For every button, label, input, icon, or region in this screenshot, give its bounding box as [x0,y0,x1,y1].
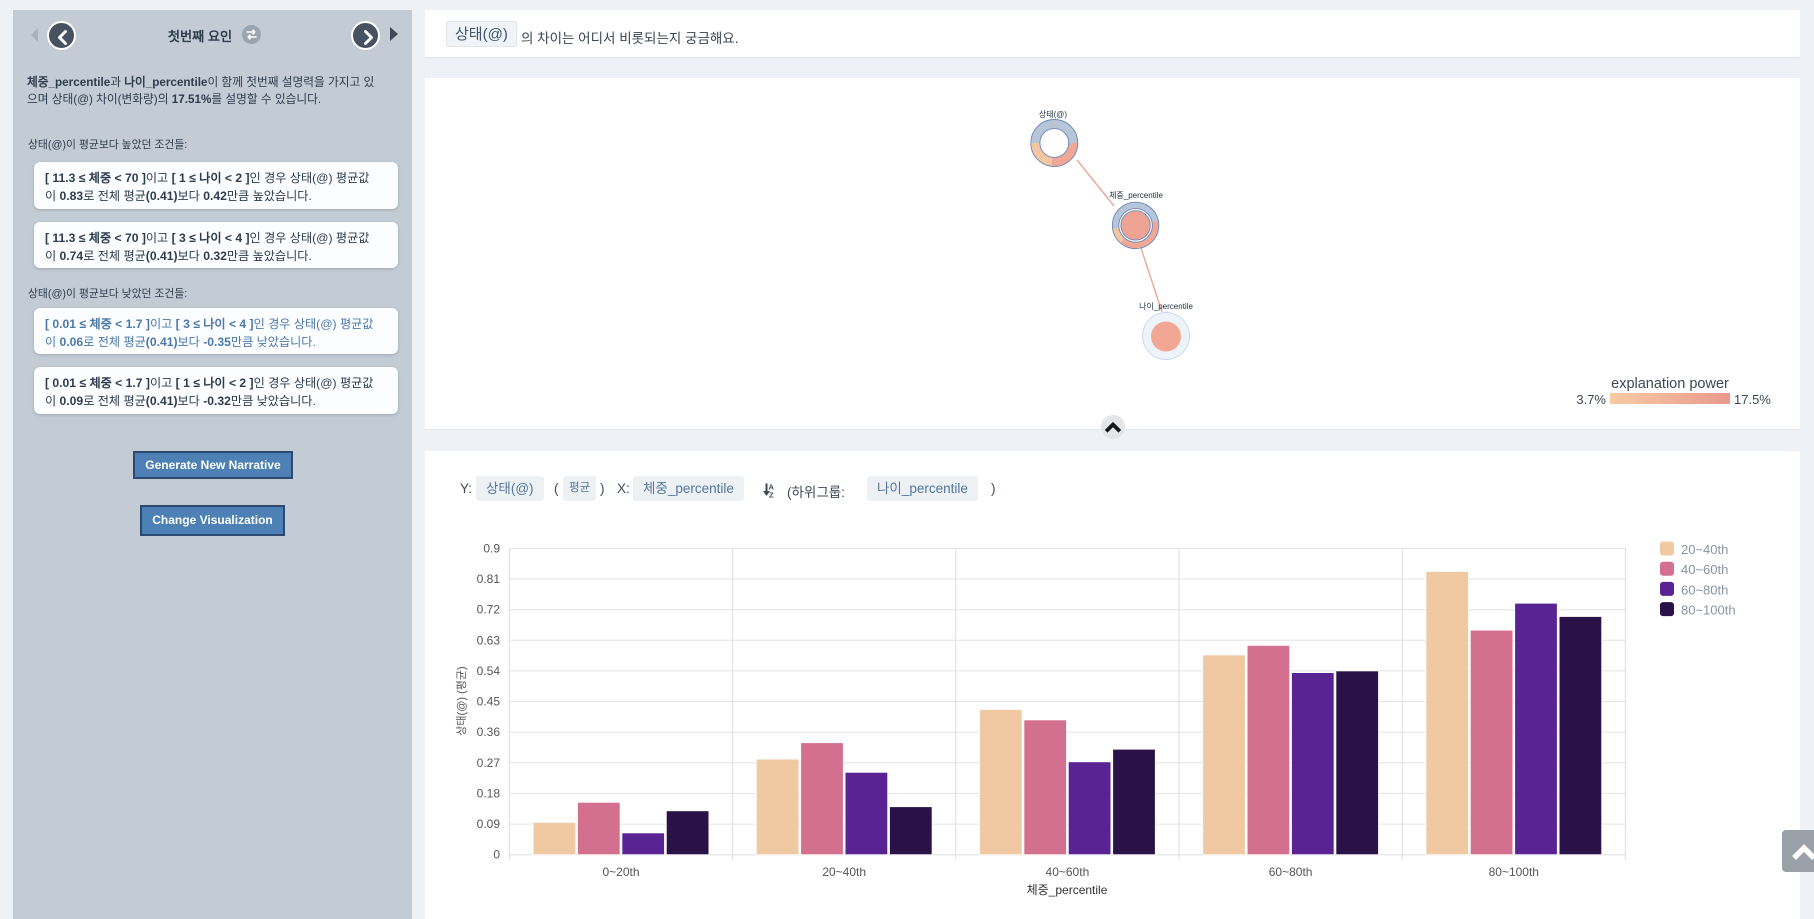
svg-text:80~100th: 80~100th [1489,865,1539,879]
svg-text:체중_percentile: 체중_percentile [1027,883,1108,897]
svg-text:체중_percentile: 체중_percentile [1109,190,1163,200]
svg-text:상태(@): 상태(@) [1039,109,1068,119]
svg-text:40~60th: 40~60th [1046,865,1090,879]
svg-text:0.36: 0.36 [477,725,501,739]
svg-text:Z: Z [769,491,774,500]
svg-text:나이_percentile: 나이_percentile [1139,301,1193,311]
svg-text:60~80th: 60~80th [1681,582,1728,597]
svg-text:0~20th: 0~20th [602,865,639,879]
svg-text:3.7%: 3.7% [1576,392,1606,407]
svg-text:40~60th: 40~60th [1681,562,1728,577]
svg-text:0.63: 0.63 [477,633,501,647]
svg-text:0.54: 0.54 [477,664,501,678]
svg-text:0.09: 0.09 [477,817,501,831]
svg-text:17.5%: 17.5% [1734,392,1771,407]
svg-text:60~80th: 60~80th [1269,865,1313,879]
svg-text:0.45: 0.45 [477,695,501,709]
svg-text:0.27: 0.27 [477,756,501,770]
svg-text:0: 0 [493,848,500,862]
svg-text:80~100th: 80~100th [1681,603,1736,618]
svg-text:0.18: 0.18 [477,786,501,800]
svg-text:20~40th: 20~40th [822,865,866,879]
svg-text:0.72: 0.72 [477,603,501,617]
svg-text:상태(@) (평균): 상태(@) (평균) [455,666,468,735]
svg-text:explanation power: explanation power [1611,376,1729,392]
svg-text:0.9: 0.9 [483,541,500,555]
svg-text:0.81: 0.81 [477,572,501,586]
svg-text:A: A [769,483,775,492]
svg-text:20~40th: 20~40th [1681,542,1728,557]
